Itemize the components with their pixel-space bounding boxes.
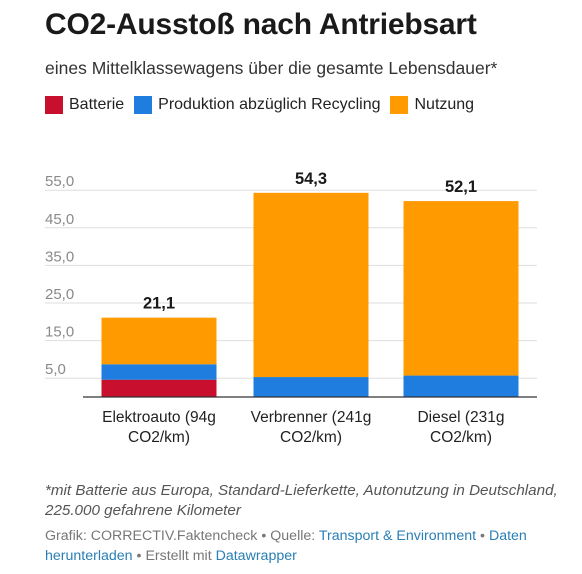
download-data-link[interactable]: Daten herunterladen (45, 528, 527, 564)
bar-total-label: 21,1 (143, 295, 175, 313)
credits-grafik-value: CORRECTIV.Faktencheck (90, 528, 258, 544)
bar-segment (101, 379, 217, 397)
legend-swatch-batterie (45, 96, 63, 114)
chart-title: CO2-Ausstoß nach Antriebsart (45, 8, 477, 41)
source-link[interactable]: Transport & Environment (318, 528, 477, 544)
x-category-label: Diesel (231g (417, 409, 504, 426)
bar-segment (253, 377, 369, 397)
bar-total-label: 52,1 (445, 178, 477, 196)
legend-label-batterie: Batterie (69, 96, 125, 113)
x-category-label: CO2/km) (128, 429, 190, 446)
credits-separator: • (136, 547, 142, 564)
bar-segment (101, 364, 217, 380)
bar-segment (253, 192, 369, 378)
y-tick-label: 15,0 (45, 324, 74, 341)
legend-label-nutzung: Nutzung (414, 96, 475, 113)
y-tick-label: 55,0 (45, 173, 74, 190)
x-category-label: Verbrenner (241g (251, 409, 372, 426)
y-tick-label: 35,0 (45, 248, 74, 265)
credits-grafik-label: Grafik: (45, 528, 87, 544)
credits-separator: • (261, 528, 267, 544)
chart-subtitle: eines Mittelklassewagens über die gesamt… (45, 58, 498, 78)
legend-item-produktion: Produktion abzüglich Recycling (134, 96, 380, 114)
y-tick-label: 45,0 (45, 211, 74, 228)
x-category-label: CO2/km) (280, 429, 342, 446)
datawrapper-link[interactable]: Datawrapper (215, 547, 297, 564)
legend: Batterie Produktion abzüglich Recycling … (45, 96, 484, 114)
credits-quelle-label: Quelle: (270, 528, 316, 544)
y-tick-label: 25,0 (45, 286, 74, 303)
legend-label-produktion: Produktion abzüglich Recycling (158, 96, 381, 113)
y-tick-label: 5,0 (45, 361, 66, 378)
legend-item-batterie: Batterie (45, 96, 124, 114)
footnote: *mit Batterie aus Europa, Standard-Liefe… (45, 482, 558, 519)
bar-total-label: 54,3 (295, 170, 327, 188)
legend-swatch-produktion (134, 96, 153, 114)
credits-separator: • (480, 528, 485, 544)
credits-created-label: Erstellt mit (145, 547, 212, 564)
legend-item-nutzung: Nutzung (390, 96, 474, 114)
bar-segment (403, 201, 519, 376)
bar-segment (403, 375, 519, 397)
stacked-bar-chart: 5,0 15,0 25,0 35,0 45,0 55,0 21,1 Elektroauto (… (45, 170, 537, 446)
bar-segment (101, 317, 217, 365)
x-category-label: CO2/km) (430, 429, 492, 446)
x-category-label: Elektroauto (94g (102, 409, 216, 426)
credits: Grafik: CORRECTIV.Faktencheck • Quelle: … (45, 527, 570, 566)
legend-swatch-nutzung (390, 96, 409, 114)
